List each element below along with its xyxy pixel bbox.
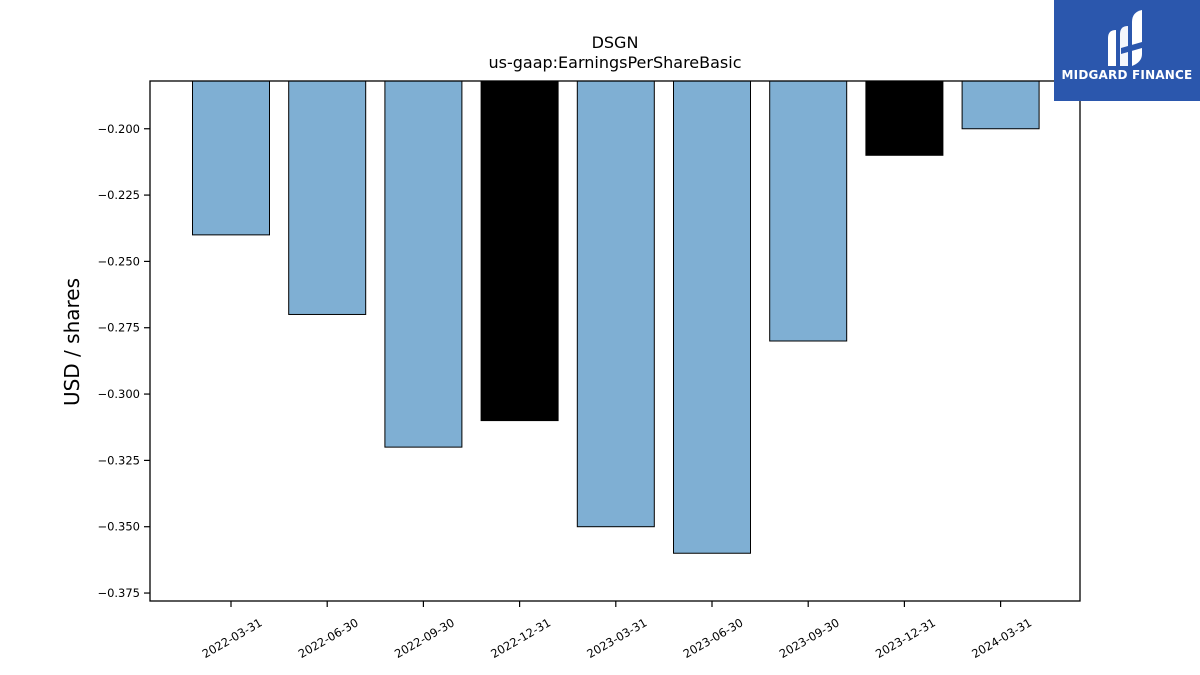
bar-2023-09-30 bbox=[769, 80, 848, 342]
bar-2023-12-31 bbox=[865, 80, 944, 156]
logo-text: MIDGARD FINANCE bbox=[1061, 68, 1193, 82]
y-tick-label: −0.275 bbox=[97, 321, 140, 335]
y-tick-label: −0.375 bbox=[97, 586, 140, 600]
bar-2023-06-30 bbox=[673, 80, 751, 554]
chart-title: DSGN bbox=[592, 33, 639, 52]
y-tick-label: −0.325 bbox=[97, 453, 140, 467]
midgard-logo-icon bbox=[1108, 10, 1142, 66]
y-ticks-group: −0.200 −0.225 −0.250 −0.275 −0.300 −0.325 −0.3… bbox=[97, 122, 150, 600]
x-tick-label: 2022-12-31 bbox=[488, 615, 553, 661]
bar-2024-03-31 bbox=[961, 80, 1040, 130]
y-tick-label: −0.300 bbox=[97, 387, 140, 401]
x-tick-label: 2022-03-31 bbox=[200, 615, 265, 661]
midgard-finance-logo: MIDGARD FINANCE bbox=[1054, 0, 1200, 101]
x-tick-label: 2023-06-30 bbox=[681, 615, 746, 661]
y-tick-label: −0.225 bbox=[97, 188, 140, 202]
x-tick-label: 2023-09-30 bbox=[777, 615, 842, 661]
x-tick-label: 2023-12-31 bbox=[873, 615, 938, 661]
y-tick-label: −0.250 bbox=[97, 254, 140, 268]
y-tick-label: −0.350 bbox=[97, 520, 140, 534]
y-axis-label: USD / shares bbox=[60, 278, 84, 406]
bar-2023-03-31 bbox=[576, 80, 655, 528]
x-tick-label: 2022-09-30 bbox=[392, 615, 457, 661]
x-tick-label: 2024-03-31 bbox=[969, 615, 1034, 661]
x-ticks-group: 2022-03-31 2022-06-30 2022-09-30 2022-12-31… bbox=[200, 601, 1034, 661]
bar-2022-09-30 bbox=[384, 80, 463, 448]
bar-2022-03-31 bbox=[192, 80, 270, 236]
x-tick-label: 2022-06-30 bbox=[296, 615, 361, 661]
chart-subtitle: us-gaap:EarningsPerShareBasic bbox=[488, 53, 741, 72]
bar-2022-12-31 bbox=[480, 80, 559, 422]
x-tick-label: 2023-03-31 bbox=[584, 615, 649, 661]
plot-frame bbox=[149, 80, 1081, 602]
y-tick-label: −0.200 bbox=[97, 122, 140, 136]
bars-group bbox=[192, 80, 1040, 554]
bar-2022-06-30 bbox=[288, 80, 367, 315]
